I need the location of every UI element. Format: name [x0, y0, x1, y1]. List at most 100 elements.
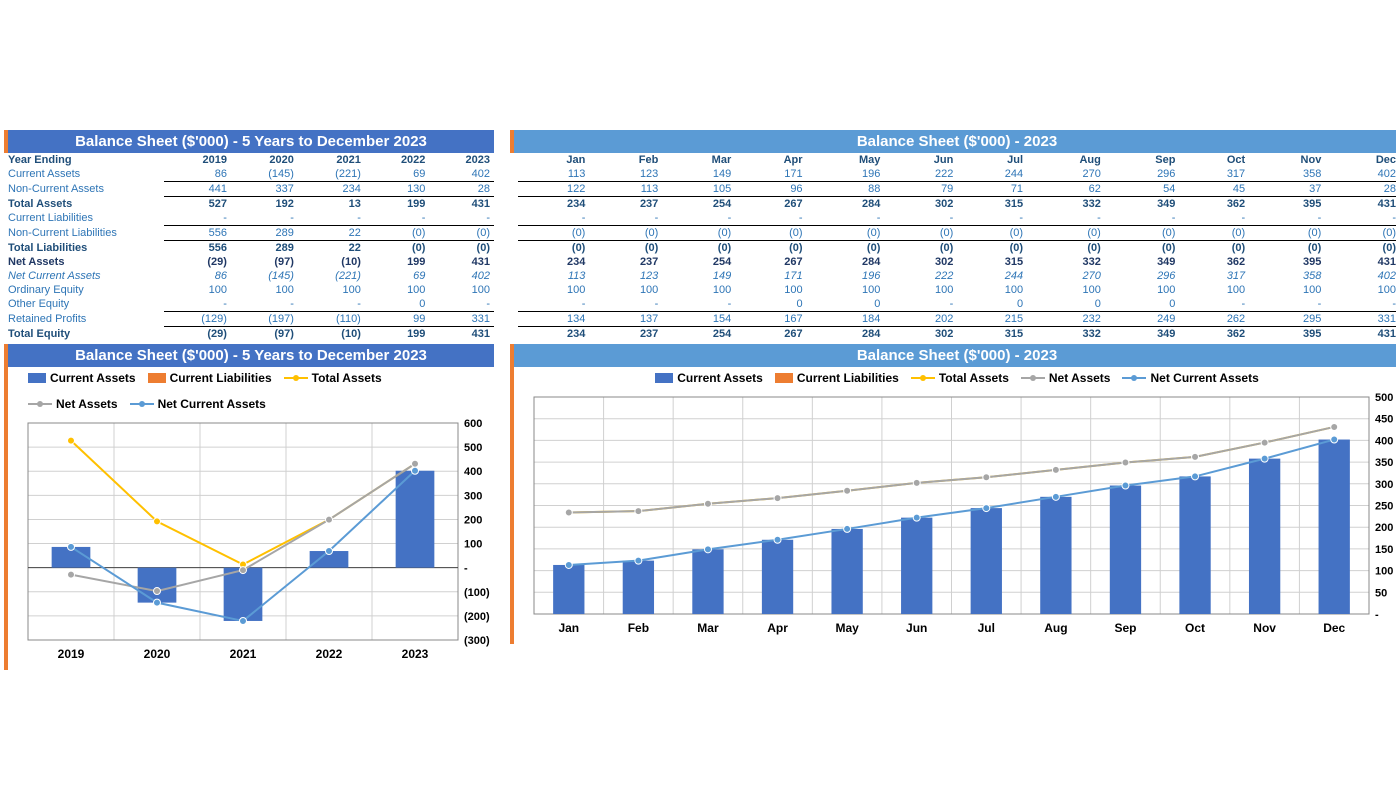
cell: 402: [429, 167, 494, 182]
cell: 234: [518, 327, 589, 342]
cell: 71: [957, 182, 1027, 197]
cell: 0: [735, 297, 806, 312]
svg-text:-: -: [464, 563, 468, 575]
cell: (221): [298, 167, 365, 182]
cell: 232: [1027, 312, 1105, 327]
legend-item: Net Current Assets: [130, 397, 266, 411]
row-label: [510, 241, 518, 256]
cell: 395: [1249, 197, 1325, 212]
row-label: Retained Profits: [4, 312, 164, 327]
cell: (29): [164, 255, 231, 269]
cell: 215: [957, 312, 1027, 327]
col-header: May: [807, 153, 885, 167]
cell: 202: [884, 312, 957, 327]
cell: 100: [589, 283, 662, 297]
cell: 402: [1325, 167, 1396, 182]
cell: 100: [1179, 283, 1249, 297]
cell: 100: [1249, 283, 1325, 297]
cell: 130: [365, 182, 430, 197]
svg-text:Dec: Dec: [1323, 621, 1345, 635]
cell: 113: [589, 182, 662, 197]
cell: 270: [1027, 269, 1105, 283]
cell: -: [518, 211, 589, 226]
row-label: Net Assets: [4, 255, 164, 269]
cell: (0): [1325, 226, 1396, 241]
cell: -: [298, 297, 365, 312]
row-label: [510, 269, 518, 283]
cell: (0): [589, 226, 662, 241]
svg-text:Jan: Jan: [558, 621, 579, 635]
cell: 358: [1249, 167, 1325, 182]
cell: -: [884, 297, 957, 312]
cell: (0): [957, 226, 1027, 241]
svg-text:150: 150: [1375, 544, 1393, 556]
cell: 234: [298, 182, 365, 197]
cell: 171: [735, 269, 806, 283]
right-chart-legend: Current AssetsCurrent LiabilitiesTotal A…: [514, 367, 1396, 389]
cell: (0): [807, 226, 885, 241]
cell: -: [884, 211, 957, 226]
cell: 237: [589, 197, 662, 212]
right-chart-panel: Balance Sheet ($'000) - 2023 Current Ass…: [510, 344, 1396, 644]
cell: 267: [735, 197, 806, 212]
cell: 284: [807, 255, 885, 269]
cell: 249: [1105, 312, 1180, 327]
cell: 100: [365, 283, 430, 297]
cell: 134: [518, 312, 589, 327]
svg-text:Nov: Nov: [1253, 621, 1276, 635]
cell: 556: [164, 226, 231, 241]
legend-item: Total Assets: [911, 371, 1009, 385]
right-table-title: Balance Sheet ($'000) - 2023: [510, 130, 1396, 153]
col-header: Aug: [1027, 153, 1105, 167]
svg-text:(300): (300): [464, 635, 490, 647]
cell: 22: [298, 226, 365, 241]
cell: -: [231, 211, 298, 226]
cell: 349: [1105, 197, 1180, 212]
cell: 331: [1325, 312, 1396, 327]
svg-text:400: 400: [464, 466, 482, 478]
cell: (0): [1027, 226, 1105, 241]
cell: (97): [231, 327, 298, 342]
svg-text:2021: 2021: [230, 647, 257, 661]
cell: 317: [1179, 269, 1249, 283]
cell: 315: [957, 197, 1027, 212]
cell: 349: [1105, 327, 1180, 342]
row-label: Net Current Assets: [4, 269, 164, 283]
cell: 113: [518, 167, 589, 182]
legend-item: Current Liabilities: [775, 371, 899, 385]
left-table-title: Balance Sheet ($'000) - 5 Years to Decem…: [4, 130, 494, 153]
cell: 254: [662, 327, 735, 342]
svg-text:Apr: Apr: [767, 621, 788, 635]
row-label: [510, 283, 518, 297]
row-label: Current Assets: [4, 167, 164, 182]
cell: 402: [429, 269, 494, 283]
cell: (0): [884, 226, 957, 241]
svg-text:Jul: Jul: [978, 621, 995, 635]
cell: 99: [365, 312, 430, 327]
cell: 105: [662, 182, 735, 197]
cell: (0): [589, 241, 662, 256]
cell: 431: [429, 255, 494, 269]
cell: (0): [662, 241, 735, 256]
cell: 122: [518, 182, 589, 197]
cell: (0): [518, 226, 589, 241]
cell: 0: [1105, 297, 1180, 312]
cell: 113: [518, 269, 589, 283]
cell: -: [1249, 211, 1325, 226]
cell: -: [164, 211, 231, 226]
cell: 556: [164, 241, 231, 256]
cell: 28: [1325, 182, 1396, 197]
cell: -: [957, 211, 1027, 226]
cell: 199: [365, 327, 430, 342]
svg-text:2023: 2023: [402, 647, 429, 661]
cell: 362: [1179, 255, 1249, 269]
row-label: Ordinary Equity: [4, 283, 164, 297]
right-table: JanFebMarAprMayJunJulAugSepOctNovDec1131…: [510, 153, 1396, 341]
cell: 184: [807, 312, 885, 327]
cell: 244: [957, 167, 1027, 182]
row-label: Non-Current Assets: [4, 182, 164, 197]
cell: 289: [231, 226, 298, 241]
cell: 0: [365, 297, 430, 312]
cell: -: [807, 211, 885, 226]
right-chart-title: Balance Sheet ($'000) - 2023: [514, 344, 1396, 367]
